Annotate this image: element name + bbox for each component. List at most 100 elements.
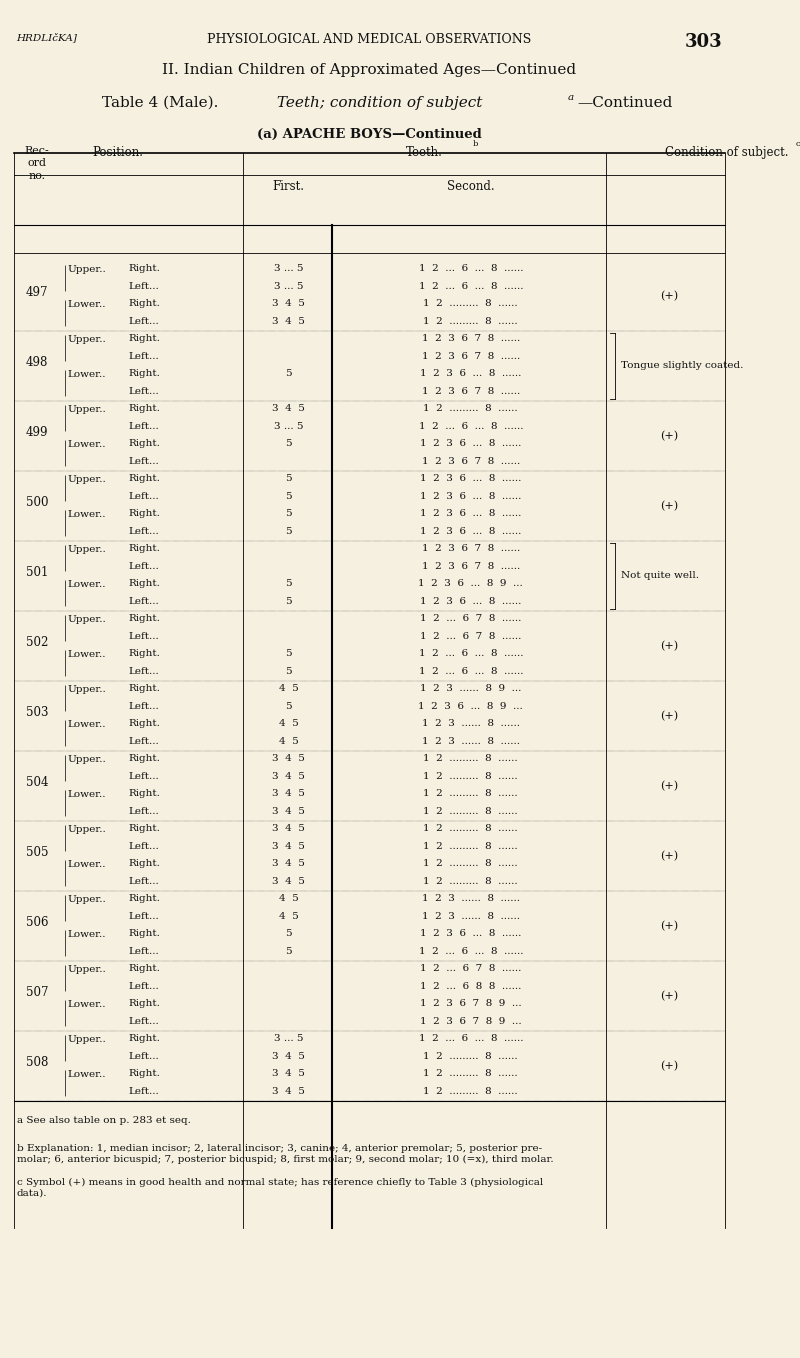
Text: Right.: Right. xyxy=(128,1035,160,1043)
Text: 4  5: 4 5 xyxy=(278,720,298,728)
Text: 1  2  ...  6  ...  8  ......: 1 2 ... 6 ... 8 ...... xyxy=(418,282,523,291)
Text: Tongue slightly coated.: Tongue slightly coated. xyxy=(622,361,744,371)
Text: Lower..: Lower.. xyxy=(67,720,106,729)
Text: (+): (+) xyxy=(660,781,678,792)
Text: 5: 5 xyxy=(285,527,292,536)
Text: 3 ... 5: 3 ... 5 xyxy=(274,265,303,273)
Text: (+): (+) xyxy=(660,921,678,932)
Text: 5: 5 xyxy=(285,702,292,710)
Text: Right.: Right. xyxy=(128,440,160,448)
Text: 3  4  5: 3 4 5 xyxy=(272,1069,305,1078)
Text: 3  4  5: 3 4 5 xyxy=(272,1086,305,1096)
Text: 506: 506 xyxy=(26,917,48,929)
Text: 5: 5 xyxy=(285,492,292,501)
Text: Left...: Left... xyxy=(128,282,159,291)
Text: 1  2  ...  6  7  8  ......: 1 2 ... 6 7 8 ...... xyxy=(420,964,522,974)
Text: II. Indian Children of Approximated Ages—Continued: II. Indian Children of Approximated Ages… xyxy=(162,62,576,77)
Text: Right.: Right. xyxy=(128,755,160,763)
Text: Right.: Right. xyxy=(128,649,160,659)
Text: 1  2  3  ......  8  9  ...: 1 2 3 ...... 8 9 ... xyxy=(420,684,522,694)
Text: Right.: Right. xyxy=(128,895,160,903)
Text: 5: 5 xyxy=(285,369,292,379)
Text: Left...: Left... xyxy=(128,352,159,361)
Text: 1  2  .........  8  ......: 1 2 ......... 8 ...... xyxy=(423,842,518,851)
Text: 1  2  .........  8  ......: 1 2 ......... 8 ...... xyxy=(423,405,518,413)
Text: Right.: Right. xyxy=(128,964,160,974)
Text: 502: 502 xyxy=(26,636,48,649)
Text: Lower..: Lower.. xyxy=(67,440,106,449)
Text: (+): (+) xyxy=(660,430,678,441)
Text: 1  2  ...  6  ...  8  ......: 1 2 ... 6 ... 8 ...... xyxy=(418,667,523,676)
Text: Upper..: Upper.. xyxy=(67,615,106,625)
Text: b: b xyxy=(473,140,478,148)
Text: (+): (+) xyxy=(660,851,678,861)
Text: 1  2  3  6  ...  8  ......: 1 2 3 6 ... 8 ...... xyxy=(420,509,522,519)
Text: Right.: Right. xyxy=(128,580,160,588)
Text: Left...: Left... xyxy=(128,947,159,956)
Text: 1  2  .........  8  ......: 1 2 ......... 8 ...... xyxy=(423,789,518,799)
Text: (+): (+) xyxy=(660,710,678,721)
Text: Left...: Left... xyxy=(128,807,159,816)
Text: Left...: Left... xyxy=(128,737,159,746)
Text: Lower..: Lower.. xyxy=(67,511,106,519)
Text: 1  2  3  6  ...  8  ......: 1 2 3 6 ... 8 ...... xyxy=(420,369,522,379)
Text: 1  2  3  6  7  8  ......: 1 2 3 6 7 8 ...... xyxy=(422,352,520,361)
Text: 5: 5 xyxy=(285,649,292,659)
Text: Lower..: Lower.. xyxy=(67,1001,106,1009)
Text: 3  4  5: 3 4 5 xyxy=(272,860,305,868)
Text: 1  2  3  6  ...  8  ......: 1 2 3 6 ... 8 ...... xyxy=(420,474,522,483)
Text: Lower..: Lower.. xyxy=(67,1070,106,1080)
Text: Rec-
ord
no.: Rec- ord no. xyxy=(25,147,50,181)
Text: 1  2  3  6  7  8  ......: 1 2 3 6 7 8 ...... xyxy=(422,387,520,397)
Text: 3  4  5: 3 4 5 xyxy=(272,755,305,763)
Text: Right.: Right. xyxy=(128,614,160,623)
Text: 1  2  3  6  7  8  ......: 1 2 3 6 7 8 ...... xyxy=(422,562,520,570)
Text: 505: 505 xyxy=(26,846,48,860)
Text: 1  2  .........  8  ......: 1 2 ......... 8 ...... xyxy=(423,1069,518,1078)
Text: 498: 498 xyxy=(26,356,48,369)
Text: Left...: Left... xyxy=(128,982,159,991)
Text: Left...: Left... xyxy=(128,702,159,710)
Text: Left...: Left... xyxy=(128,1052,159,1061)
Text: a: a xyxy=(568,92,574,102)
Text: Left...: Left... xyxy=(128,877,159,885)
Text: Not quite well.: Not quite well. xyxy=(622,572,699,580)
Text: 1  2  3  6  7  8  9  ...: 1 2 3 6 7 8 9 ... xyxy=(420,1017,522,1025)
Text: Upper..: Upper.. xyxy=(67,546,106,554)
Text: Condition of subject.: Condition of subject. xyxy=(665,147,788,159)
Text: 1  2  ...  6  ...  8  ......: 1 2 ... 6 ... 8 ...... xyxy=(418,1035,523,1043)
Text: Lower..: Lower.. xyxy=(67,580,106,589)
Text: Left...: Left... xyxy=(128,667,159,676)
Text: c: c xyxy=(796,140,800,148)
Text: 3  4  5: 3 4 5 xyxy=(272,877,305,885)
Text: 5: 5 xyxy=(285,947,292,956)
Text: Upper..: Upper.. xyxy=(67,755,106,765)
Text: 1  2  3  6  7  8  9  ...: 1 2 3 6 7 8 9 ... xyxy=(420,999,522,1009)
Text: 3 ... 5: 3 ... 5 xyxy=(274,282,303,291)
Text: (+): (+) xyxy=(660,1061,678,1071)
Text: 3  4  5: 3 4 5 xyxy=(272,789,305,799)
Text: Lower..: Lower.. xyxy=(67,860,106,869)
Text: Right.: Right. xyxy=(128,684,160,694)
Text: 1  2  ...  6  7  8  ......: 1 2 ... 6 7 8 ...... xyxy=(420,631,522,641)
Text: Left...: Left... xyxy=(128,631,159,641)
Text: 3 ... 5: 3 ... 5 xyxy=(274,1035,303,1043)
Text: 501: 501 xyxy=(26,566,48,579)
Text: 1  2  ...  6  8  8  ......: 1 2 ... 6 8 8 ...... xyxy=(420,982,522,991)
Text: 507: 507 xyxy=(26,986,48,999)
Text: 1  2  3  6  7  8  ......: 1 2 3 6 7 8 ...... xyxy=(422,334,520,344)
Text: —Continued: —Continued xyxy=(577,96,672,110)
Text: Right.: Right. xyxy=(128,824,160,834)
Text: 1  2  3  6  ...  8  ......: 1 2 3 6 ... 8 ...... xyxy=(420,929,522,938)
Text: 1  2  ...  6  7  8  ......: 1 2 ... 6 7 8 ...... xyxy=(420,614,522,623)
Text: Right.: Right. xyxy=(128,509,160,519)
Text: 3  4  5: 3 4 5 xyxy=(272,824,305,834)
Text: a See also table on p. 283 et seq.: a See also table on p. 283 et seq. xyxy=(17,1116,190,1124)
Text: 1  2  3  6  ...  8  9  ...: 1 2 3 6 ... 8 9 ... xyxy=(418,702,523,710)
Text: Upper..: Upper.. xyxy=(67,966,106,974)
Text: 504: 504 xyxy=(26,775,48,789)
Text: Right.: Right. xyxy=(128,545,160,553)
Text: 1  2  .........  8  ......: 1 2 ......... 8 ...... xyxy=(423,755,518,763)
Text: 5: 5 xyxy=(285,440,292,448)
Text: (+): (+) xyxy=(660,501,678,511)
